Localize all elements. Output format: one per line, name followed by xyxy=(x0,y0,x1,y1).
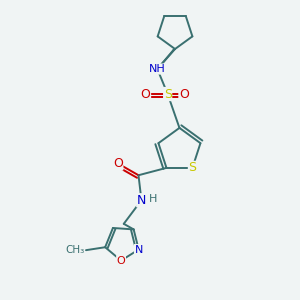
Text: O: O xyxy=(179,88,189,100)
Text: O: O xyxy=(117,256,125,266)
Text: H: H xyxy=(148,194,157,204)
Text: S: S xyxy=(164,88,172,100)
Text: N: N xyxy=(134,244,143,255)
Text: CH₃: CH₃ xyxy=(65,245,85,255)
Text: S: S xyxy=(188,161,196,174)
Text: N: N xyxy=(137,194,146,207)
Text: NH: NH xyxy=(149,64,166,74)
Text: O: O xyxy=(141,88,151,100)
Text: O: O xyxy=(113,157,123,170)
